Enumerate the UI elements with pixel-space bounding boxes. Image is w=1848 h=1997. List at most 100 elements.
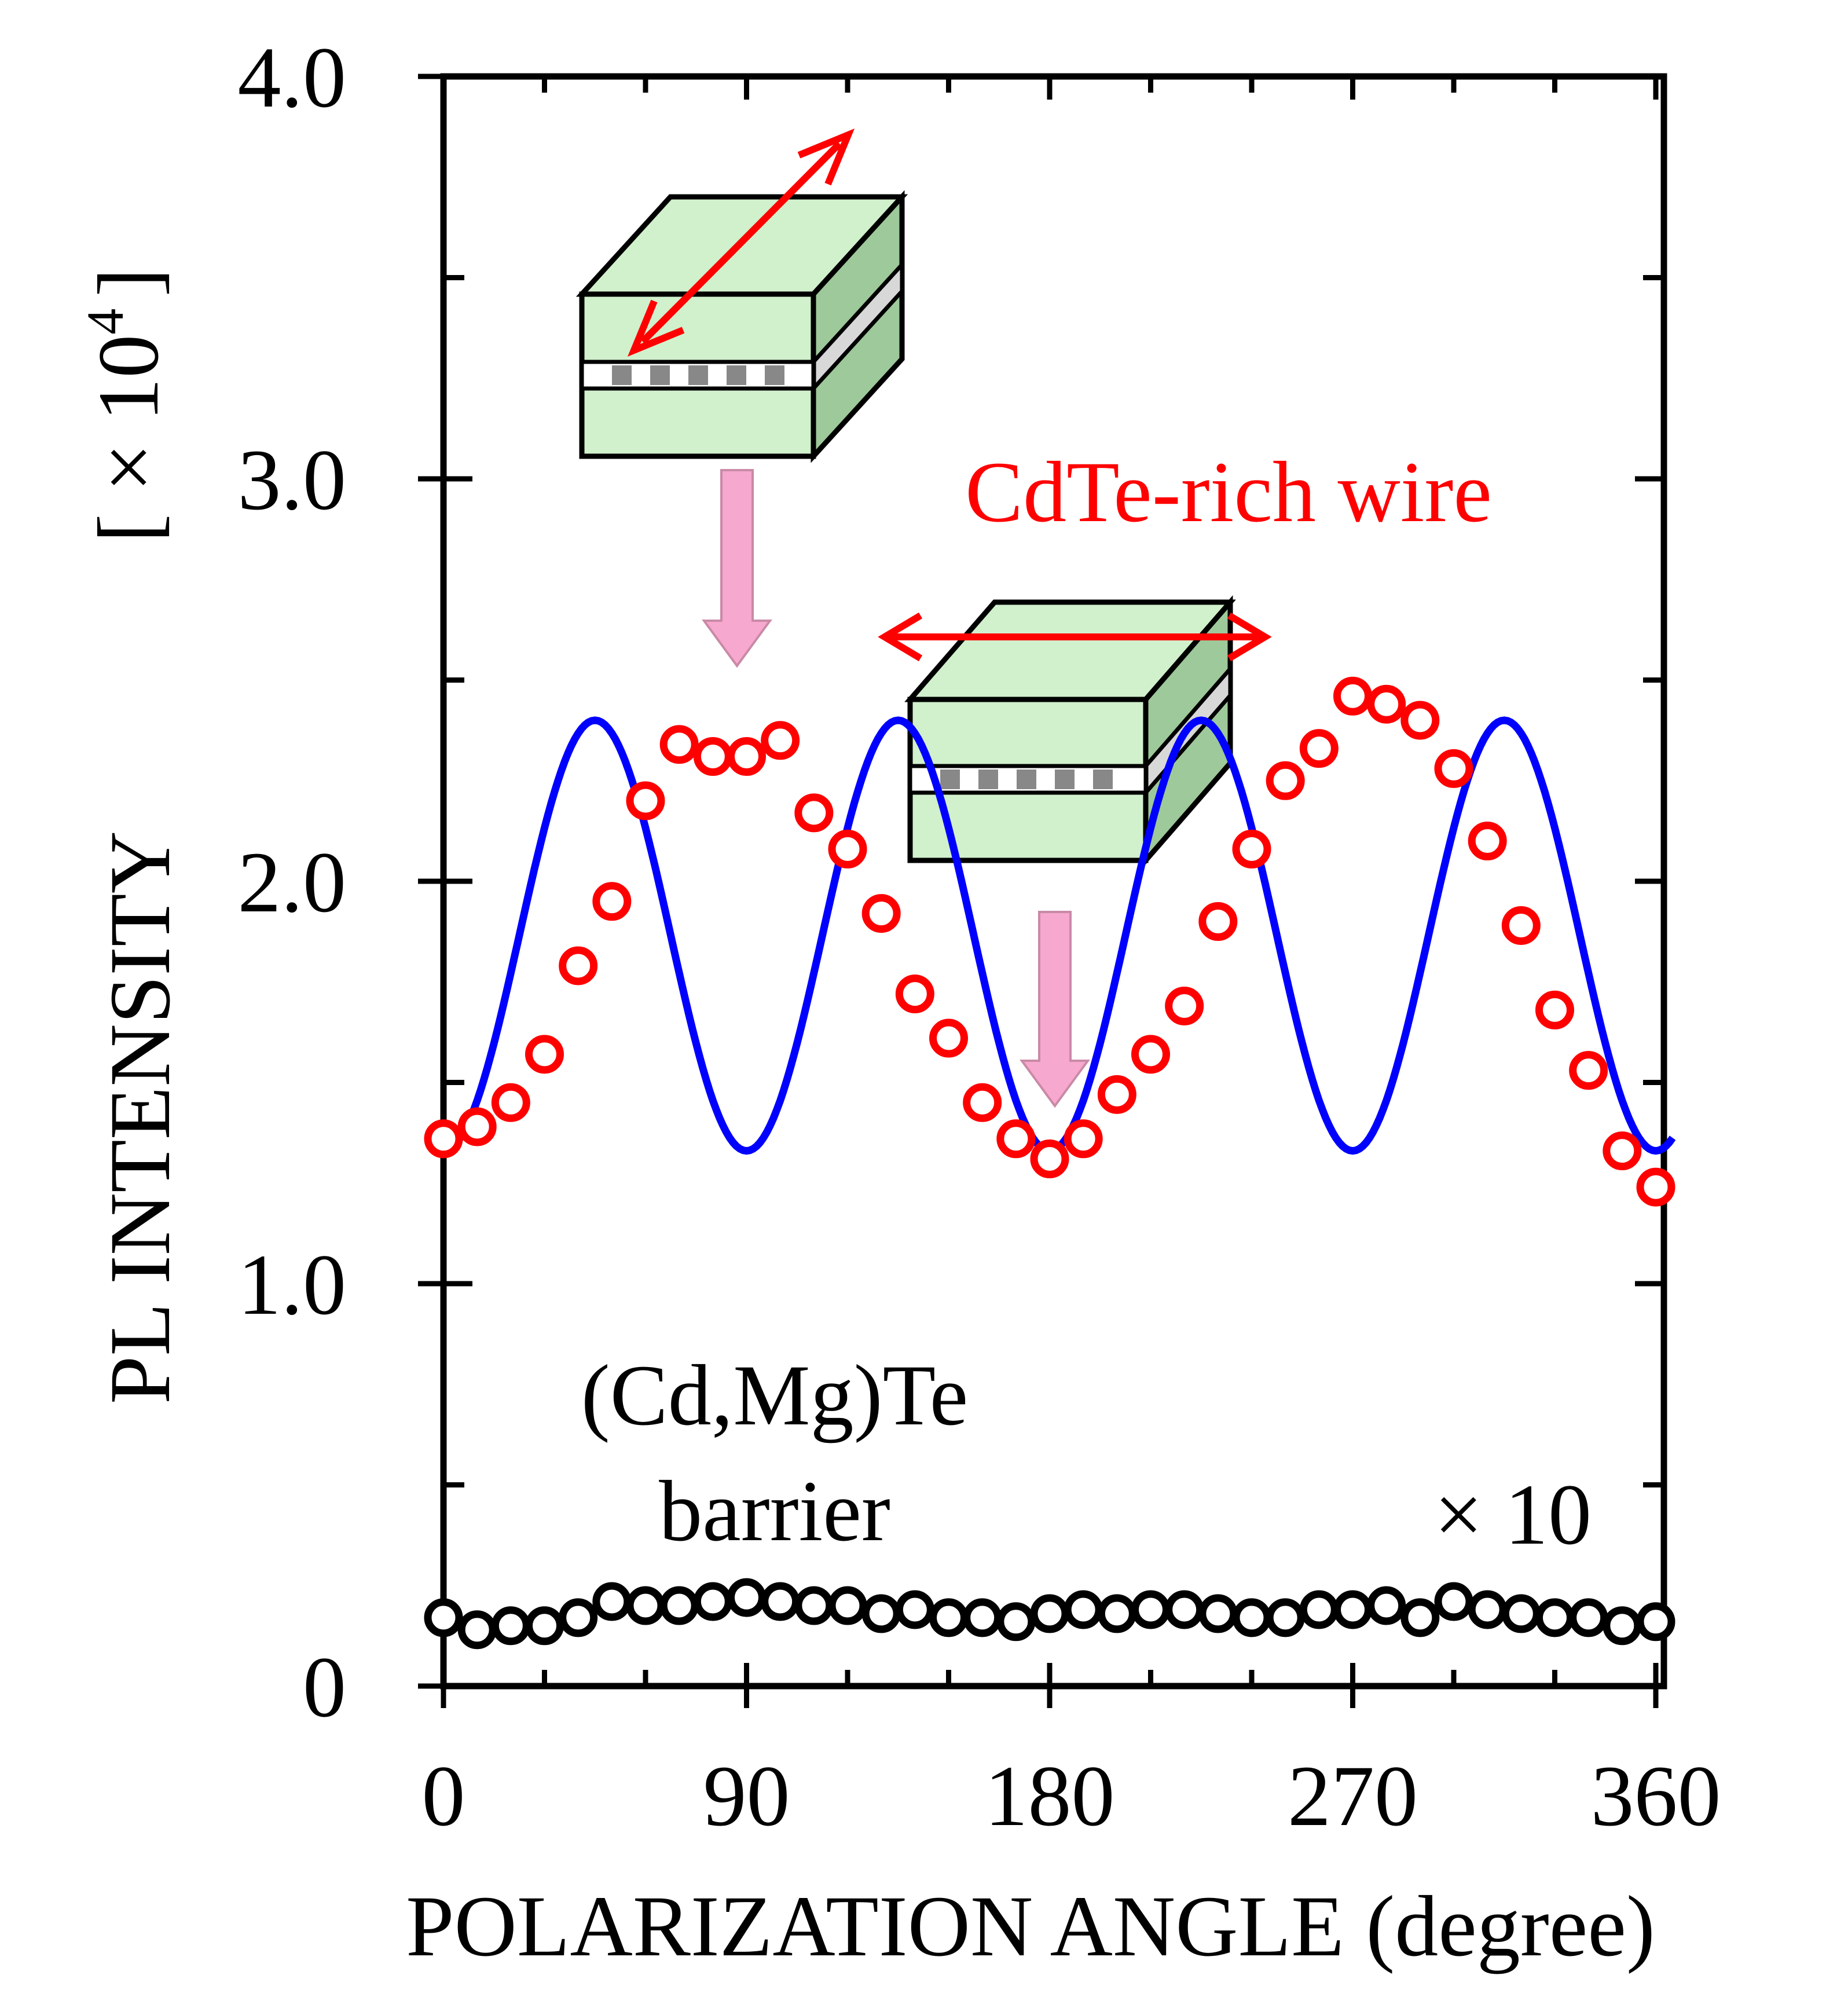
barrier-point-0 bbox=[424, 1598, 463, 1637]
barrier-label-line2: barrier bbox=[659, 1463, 890, 1559]
barrier-point-6 bbox=[626, 1586, 665, 1625]
wire-point-17 bbox=[996, 1119, 1036, 1159]
barrier-label-line1: (Cd,Mg)Te bbox=[581, 1347, 969, 1443]
y-unit-exponent: 4 bbox=[77, 309, 134, 335]
wire-point-0 bbox=[424, 1119, 463, 1159]
barrier-point-29 bbox=[1400, 1598, 1440, 1637]
barrier-point-2 bbox=[491, 1606, 530, 1646]
wire-point-20 bbox=[1097, 1075, 1136, 1114]
wire-point-9 bbox=[727, 737, 766, 776]
polarization-arrow bbox=[640, 141, 842, 345]
wire-label: CdTe-rich wire bbox=[965, 444, 1492, 540]
barrier-point-10 bbox=[761, 1582, 800, 1621]
barrier-point-35 bbox=[1603, 1606, 1642, 1646]
wire-point-2 bbox=[491, 1083, 530, 1122]
x-tick-label-90: 90 bbox=[703, 1748, 790, 1844]
polarization-arrowhead-end bbox=[1227, 612, 1272, 662]
y-tick-label-1: 1.0 bbox=[238, 1237, 347, 1333]
barrier-point-14 bbox=[895, 1590, 934, 1629]
wire-point-4 bbox=[559, 946, 598, 985]
wire-point-26 bbox=[1299, 729, 1339, 768]
pink-arrow-right bbox=[1020, 911, 1090, 1108]
wire-point-19 bbox=[1064, 1119, 1103, 1159]
barrier-point-3 bbox=[525, 1606, 564, 1646]
wire-point-12 bbox=[828, 829, 867, 869]
wire-point-30 bbox=[1434, 749, 1473, 788]
barrier-point-15 bbox=[929, 1598, 968, 1637]
y-axis-label: PL INTENSITY bbox=[92, 831, 188, 1404]
barrier-point-31 bbox=[1468, 1590, 1507, 1629]
wire-point-29 bbox=[1400, 701, 1440, 740]
barrier-point-25 bbox=[1266, 1598, 1305, 1637]
barrier-point-1 bbox=[457, 1610, 497, 1650]
barrier-point-13 bbox=[861, 1594, 901, 1633]
barrier-point-36 bbox=[1636, 1602, 1675, 1641]
wire-point-32 bbox=[1501, 906, 1541, 945]
wire-point-28 bbox=[1367, 684, 1406, 724]
y-axis-unit: [ × 104] bbox=[77, 268, 177, 543]
tick-labels: 0 90 180 270 360 0 1.0 2.0 3.0 4.0 bbox=[238, 30, 1721, 1844]
barrier-point-12 bbox=[828, 1586, 867, 1625]
barrier-point-11 bbox=[794, 1586, 834, 1625]
barrier-point-7 bbox=[659, 1586, 699, 1625]
barrier-point-17 bbox=[996, 1602, 1036, 1641]
wire-point-6 bbox=[626, 781, 665, 820]
wire-point-11 bbox=[794, 793, 834, 833]
wire-point-5 bbox=[592, 882, 632, 921]
x-tick-label-360: 360 bbox=[1591, 1748, 1721, 1844]
wire-point-22 bbox=[1165, 986, 1204, 1025]
pink-arrow-left bbox=[702, 469, 772, 668]
polarization-arrowhead-end bbox=[797, 128, 855, 186]
inset-wire-cells bbox=[612, 365, 784, 385]
wire-point-25 bbox=[1266, 761, 1305, 800]
barrier-point-20 bbox=[1097, 1594, 1136, 1633]
barrier-point-27 bbox=[1333, 1590, 1372, 1629]
barrier-point-18 bbox=[1030, 1594, 1069, 1633]
wire-point-7 bbox=[659, 725, 699, 764]
wire-point-35 bbox=[1603, 1131, 1642, 1171]
barrier-point-30 bbox=[1434, 1582, 1473, 1621]
barrier-point-34 bbox=[1569, 1598, 1608, 1637]
x-axis-label: POLARIZATION ANGLE (degree) bbox=[406, 1878, 1655, 1974]
x-tick-label-270: 270 bbox=[1288, 1748, 1418, 1844]
barrier-point-24 bbox=[1232, 1598, 1271, 1637]
wire-point-1 bbox=[457, 1107, 497, 1146]
polarization-arrowhead-start bbox=[627, 299, 685, 357]
wire-point-16 bbox=[963, 1083, 1002, 1122]
points-layer bbox=[424, 676, 1675, 1650]
wire-point-23 bbox=[1198, 902, 1238, 941]
wire-inset-parallel bbox=[878, 595, 1272, 868]
y-tick-label-2: 2.0 bbox=[238, 834, 347, 930]
wire-point-34 bbox=[1569, 1051, 1608, 1090]
barrier-point-22 bbox=[1165, 1590, 1204, 1629]
polarization-arrowhead-start bbox=[878, 612, 923, 662]
axis-ticks bbox=[418, 74, 1664, 1708]
wire-point-31 bbox=[1468, 822, 1507, 860]
wire-point-14 bbox=[895, 974, 934, 1014]
barrier-point-4 bbox=[559, 1598, 598, 1637]
y-tick-label-4: 4.0 bbox=[238, 30, 347, 126]
barrier-point-16 bbox=[963, 1598, 1002, 1637]
wire-point-18 bbox=[1030, 1139, 1069, 1179]
wire-point-13 bbox=[861, 894, 901, 933]
x-tick-label-180: 180 bbox=[985, 1748, 1115, 1844]
wire-point-3 bbox=[525, 1035, 564, 1074]
barrier-point-9 bbox=[727, 1578, 766, 1617]
y-tick-label-3: 3.0 bbox=[238, 432, 347, 528]
wire-point-15 bbox=[929, 1018, 968, 1058]
barrier-point-23 bbox=[1198, 1594, 1238, 1633]
y-unit-close: ] bbox=[80, 268, 177, 297]
barrier-point-21 bbox=[1131, 1590, 1170, 1629]
wire-point-33 bbox=[1535, 990, 1574, 1029]
barrier-point-32 bbox=[1501, 1594, 1541, 1633]
wire-point-27 bbox=[1333, 676, 1372, 716]
y-tick-label-0: 0 bbox=[303, 1639, 346, 1735]
wire-point-24 bbox=[1232, 829, 1271, 869]
wire-point-10 bbox=[761, 721, 800, 760]
y-unit-base: [ × 10 bbox=[80, 335, 177, 543]
x-tick-label-0: 0 bbox=[422, 1748, 465, 1844]
barrier-point-26 bbox=[1299, 1590, 1339, 1629]
scale-factor-label: × 10 bbox=[1434, 1467, 1592, 1563]
wire-point-21 bbox=[1131, 1035, 1170, 1074]
wire-inset-perpendicular bbox=[575, 128, 908, 463]
